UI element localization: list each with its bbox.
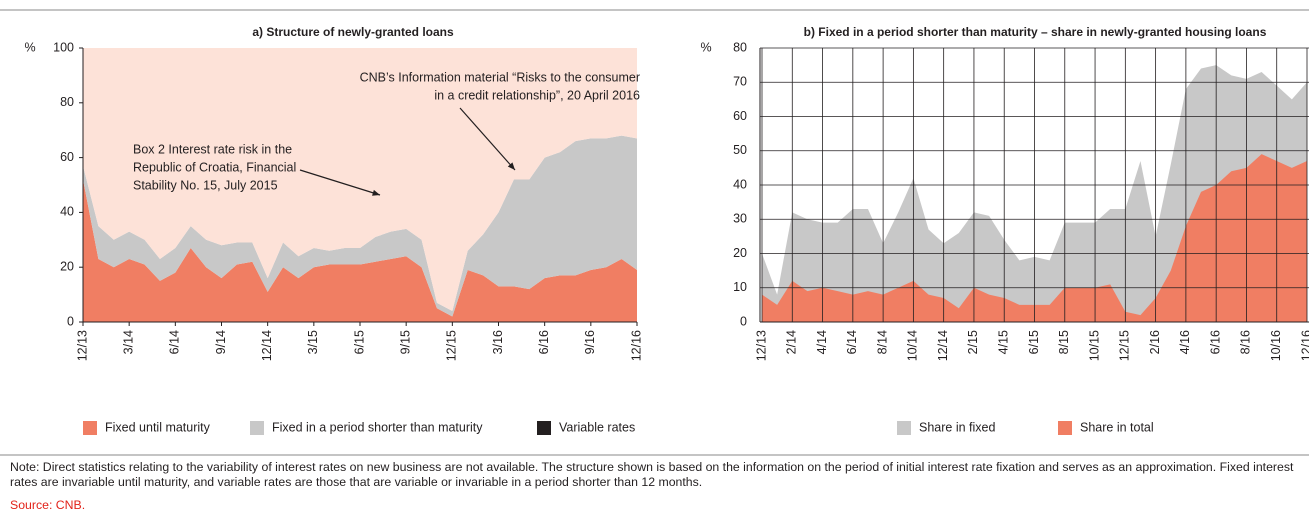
x-tick-label: 3/16 xyxy=(491,330,505,354)
x-tick-label: 10/15 xyxy=(1087,330,1101,361)
x-tick-label: 2/15 xyxy=(966,330,980,354)
x-tick-label: 9/16 xyxy=(583,330,597,354)
y-tick-label: 80 xyxy=(60,95,74,109)
legend-swatch xyxy=(83,421,97,435)
y-tick-label: 10 xyxy=(733,280,747,294)
area xyxy=(762,154,1307,322)
x-tick-label: 12/16 xyxy=(629,330,643,361)
x-tick-label: 12/16 xyxy=(1299,330,1309,361)
arrow-head xyxy=(372,189,380,196)
x-tick-label: 8/14 xyxy=(875,330,889,354)
legend-label: Fixed until maturity xyxy=(105,420,211,434)
x-tick-label: 6/16 xyxy=(1208,330,1222,354)
x-tick-label: 2/14 xyxy=(785,330,799,354)
x-tick-label: 6/16 xyxy=(537,330,551,354)
y-tick-label: 100 xyxy=(53,40,74,54)
y-tick-label: 40 xyxy=(733,177,747,191)
x-tick-label: 9/14 xyxy=(214,330,228,354)
x-tick-label: 9/15 xyxy=(398,330,412,354)
legend-swatch xyxy=(897,421,911,435)
x-tick-label: 4/15 xyxy=(997,330,1011,354)
y-tick-label: 40 xyxy=(60,205,74,219)
y-tick-label: 20 xyxy=(733,246,747,260)
annotation-arrow xyxy=(459,107,516,171)
x-tick-label: 10/14 xyxy=(906,330,920,361)
x-tick-label: 10/16 xyxy=(1269,330,1283,361)
y-tick-label: 20 xyxy=(60,259,74,273)
annotation: Republic of Croatia, Financial xyxy=(133,160,296,174)
legend-label: Share in fixed xyxy=(919,420,995,434)
area xyxy=(83,48,637,312)
y-tick-label: 50 xyxy=(733,143,747,157)
y-tick-label: 60 xyxy=(60,150,74,164)
chart-title: b) Fixed in a period shorter than maturi… xyxy=(804,25,1267,39)
x-tick-label: 6/14 xyxy=(845,330,859,354)
x-tick-label: 3/15 xyxy=(306,330,320,354)
area xyxy=(83,135,637,317)
x-tick-label: 8/16 xyxy=(1239,330,1253,354)
y-unit: % xyxy=(700,40,711,54)
legend-label: Share in total xyxy=(1080,420,1154,434)
y-tick-label: 0 xyxy=(740,314,747,328)
x-tick-label: 3/14 xyxy=(121,330,135,354)
area xyxy=(762,65,1307,322)
annotation-arrow xyxy=(299,169,381,196)
x-tick-label: 6/14 xyxy=(168,330,182,354)
y-tick-label: 80 xyxy=(733,40,747,54)
x-tick-label: 6/15 xyxy=(1027,330,1041,354)
arrow-head xyxy=(507,162,515,170)
source: Source: CNB. xyxy=(10,498,86,512)
x-tick-label: 12/15 xyxy=(1118,330,1132,361)
legend-swatch xyxy=(1058,421,1072,435)
y-tick-label: 60 xyxy=(733,109,747,123)
legend-swatch xyxy=(537,421,551,435)
chart-title: a) Structure of newly-granted loans xyxy=(252,25,454,39)
y-tick-label: 70 xyxy=(733,75,747,89)
y-unit: % xyxy=(24,40,35,54)
x-tick-label: 12/13 xyxy=(75,330,89,361)
x-tick-label: 12/15 xyxy=(445,330,459,361)
note: Note: Direct statistics relating to the … xyxy=(10,460,1294,489)
x-tick-label: 6/15 xyxy=(352,330,366,354)
annotation: CNB’s Information material “Risks to the… xyxy=(360,70,640,84)
legend-swatch xyxy=(250,421,264,435)
y-tick-label: 30 xyxy=(733,212,747,226)
x-tick-label: 4/16 xyxy=(1178,330,1192,354)
annotation: Stability No. 15, July 2015 xyxy=(133,178,278,192)
charts: a) Structure of newly-granted loans% Fixe… xyxy=(0,9,1309,456)
legend-label: Variable rates xyxy=(559,420,635,434)
x-tick-label: 4/14 xyxy=(815,330,829,354)
x-tick-label: 12/14 xyxy=(260,330,274,361)
x-tick-label: 12/13 xyxy=(754,330,768,361)
x-tick-label: 2/16 xyxy=(1148,330,1162,354)
x-tick-label: 12/14 xyxy=(936,330,950,361)
legend-label: Fixed in a period shorter than maturity xyxy=(272,420,483,434)
annotation: in a credit relationship”, 20 April 2016 xyxy=(434,88,640,102)
x-tick-label: 8/15 xyxy=(1057,330,1071,354)
y-tick-label: 0 xyxy=(67,314,74,328)
annotation: Box 2 Interest rate risk in the xyxy=(133,142,292,156)
